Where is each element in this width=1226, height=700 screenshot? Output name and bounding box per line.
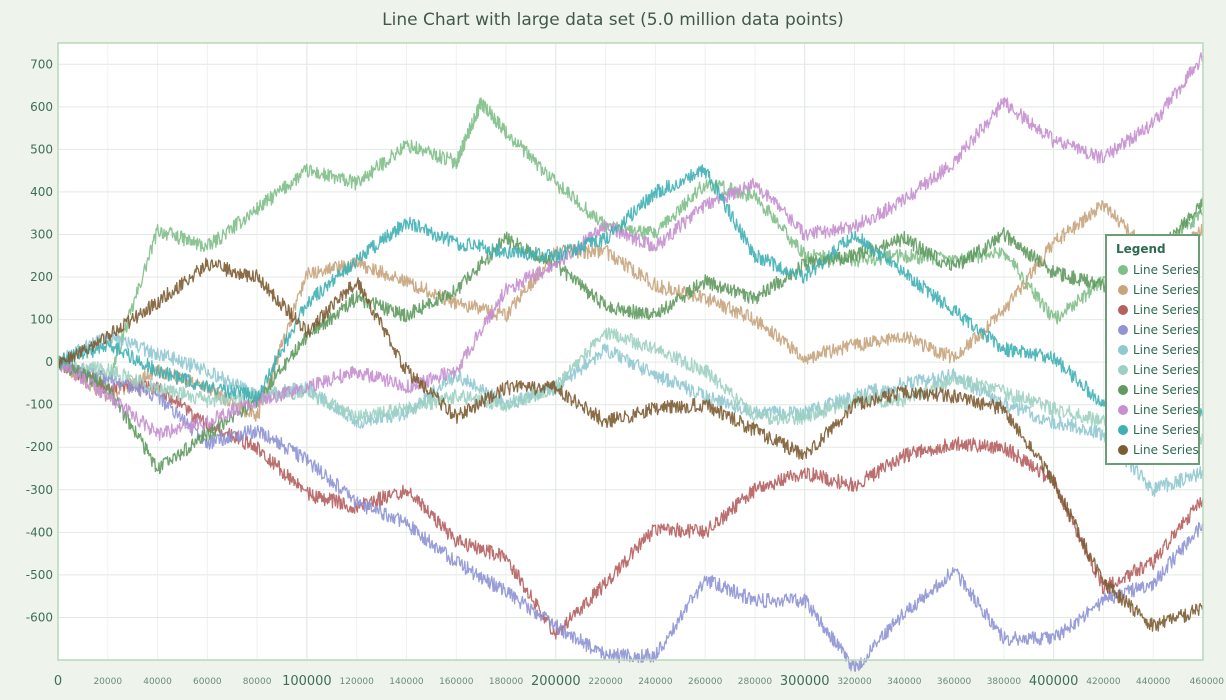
legend-label: Line Series: [1133, 363, 1199, 377]
legend-label: Line Series: [1133, 263, 1199, 277]
x-minor-tick-label: 260000: [688, 677, 723, 687]
series-layer: [57, 52, 1204, 673]
legend-item[interactable]: Line Series: [1107, 260, 1199, 280]
legend-marker: [1118, 345, 1128, 355]
x-minor-tick-label: 220000: [588, 677, 623, 687]
legend-item[interactable]: Line Series: [1107, 280, 1199, 300]
x-minor-tick-label: 240000: [638, 677, 673, 687]
y-tick-label: -400: [26, 525, 53, 539]
legend-items: Line Series Line Series Line Series Line Se…: [1107, 260, 1199, 460]
y-tick-label: -100: [26, 398, 53, 412]
x-minor-tick-label: 360000: [937, 677, 972, 687]
legend-label: Line Series: [1133, 403, 1199, 417]
legend-label: Line Series: [1133, 323, 1199, 337]
x-minor-tick-label: 380000: [987, 677, 1022, 687]
legend-marker: [1118, 405, 1128, 415]
legend-marker: [1118, 365, 1128, 375]
x-minor-tick-label: 180000: [489, 677, 524, 687]
y-tick-label: -300: [26, 483, 53, 497]
legend-marker: [1118, 445, 1128, 455]
y-tick-label: -500: [26, 568, 53, 582]
x-minor-tick-label: 340000: [887, 677, 922, 687]
x-minor-tick-label: 440000: [1136, 677, 1171, 687]
legend-item[interactable]: Line Series: [1107, 340, 1199, 360]
x-minor-tick-label: 140000: [389, 677, 424, 687]
x-minor-tick-label: 280000: [738, 677, 773, 687]
legend-marker: [1118, 265, 1128, 275]
legend-title: Legend: [1116, 242, 1166, 256]
y-tick-label: 100: [30, 313, 53, 327]
line-series-8: [57, 52, 1204, 442]
legend-label: Line Series: [1133, 443, 1199, 457]
y-tick-label: 400: [30, 185, 53, 199]
x-minor-tick-label: 160000: [439, 677, 474, 687]
y-tick-label: 500: [30, 142, 53, 156]
x-minor-tick-label: 40000: [143, 677, 172, 687]
legend-item[interactable]: Line Series: [1107, 380, 1199, 400]
axis-layer: 700 600 500 400 300 200 100 0 -100 -200 -300 -400 -5…: [26, 57, 1225, 689]
legend-marker: [1118, 385, 1128, 395]
legend-item[interactable]: Line Series: [1107, 440, 1199, 460]
chart-title: Line Chart with large data set (5.0 mill…: [382, 10, 844, 30]
plot-area: [58, 43, 1203, 660]
y-tick-label: 200: [30, 270, 53, 284]
legend-item[interactable]: Line Series: [1107, 420, 1199, 440]
y-tick-label: -600: [26, 610, 53, 624]
y-tick-label: 0: [45, 355, 53, 369]
y-tick-label: 700: [30, 57, 53, 71]
x-minor-tick-label: 320000: [837, 677, 872, 687]
line-series-2: [57, 199, 1204, 422]
line-series-4: [57, 355, 1204, 673]
line-series-5: [57, 330, 1204, 497]
legend-label: Line Series: [1133, 303, 1199, 317]
x-minor-tick-label: 80000: [243, 677, 272, 687]
legend-marker: [1118, 305, 1128, 315]
x-major-tick-label: 0: [54, 674, 62, 689]
legend-item[interactable]: Line Series: [1107, 400, 1199, 420]
legend-item[interactable]: Line Series: [1107, 360, 1199, 380]
y-tick-label: -200: [26, 440, 53, 454]
legend: Legend Line Series Line Series Line Series…: [1105, 234, 1200, 465]
legend-marker: [1118, 285, 1128, 295]
plot-frame: [57, 42, 1204, 661]
legend-label: Line Series: [1133, 343, 1199, 357]
legend-item[interactable]: Line Series: [1107, 320, 1199, 340]
legend-marker: [1118, 425, 1128, 435]
legend-label: Line Series: [1133, 423, 1199, 437]
legend-marker: [1118, 325, 1128, 335]
line-series-7: [57, 197, 1204, 475]
line-series-3: [57, 357, 1204, 640]
x-major-tick-label: 200000: [531, 674, 581, 689]
y-tick-label: 600: [30, 100, 53, 114]
line-series-10: [57, 257, 1204, 632]
legend-item[interactable]: Line Series: [1107, 300, 1199, 320]
x-major-tick-label: 300000: [780, 674, 830, 689]
x-minor-tick-label: 420000: [1086, 677, 1121, 687]
x-minor-tick-label: 20000: [93, 677, 122, 687]
x-minor-tick-label: 460000: [1190, 677, 1225, 687]
y-tick-label: 300: [30, 227, 53, 241]
x-major-tick-label: 400000: [1029, 674, 1079, 689]
x-major-tick-label: 100000: [282, 674, 332, 689]
legend-label: Line Series: [1133, 383, 1199, 397]
x-minor-tick-label: 120000: [340, 677, 375, 687]
line-series-9: [57, 164, 1204, 425]
legend-label: Line Series: [1133, 283, 1199, 297]
x-minor-tick-label: 60000: [193, 677, 222, 687]
